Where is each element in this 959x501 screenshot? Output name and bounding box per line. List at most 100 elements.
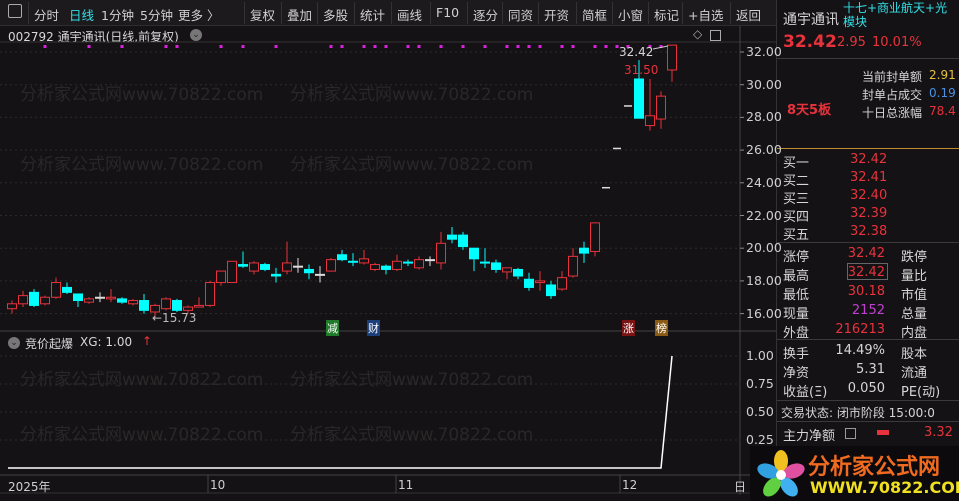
- candle[interactable]: [590, 222, 600, 257]
- candle-body: [172, 300, 182, 311]
- fin-value: 0.050: [847, 381, 885, 396]
- candle[interactable]: [458, 231, 468, 250]
- candle[interactable]: [502, 267, 512, 280]
- tab-fenshi[interactable]: 分时: [34, 8, 60, 23]
- tab-5min[interactable]: 5分钟: [140, 8, 173, 23]
- candle[interactable]: [568, 248, 578, 278]
- candle[interactable]: [403, 259, 413, 267]
- sidebar-toggle-icon[interactable]: [8, 4, 22, 18]
- toolbar-button[interactable]: 标记: [654, 8, 680, 23]
- badge-dragon-list[interactable]: 榜: [655, 320, 668, 336]
- candle[interactable]: [392, 254, 402, 272]
- candle[interactable]: [216, 270, 226, 286]
- candle[interactable]: [84, 297, 94, 304]
- candle[interactable]: [161, 297, 171, 311]
- toolbar-button[interactable]: 开资: [544, 8, 570, 23]
- candle[interactable]: [139, 293, 149, 314]
- candle[interactable]: [645, 78, 655, 131]
- candle[interactable]: [172, 298, 182, 312]
- panel-toggle-icon[interactable]: [710, 30, 721, 41]
- toolbar-button[interactable]: 复权: [250, 8, 276, 23]
- badge-reduce[interactable]: 减: [326, 320, 339, 336]
- signal-dot: [417, 45, 421, 48]
- toolbar-button[interactable]: 同资: [508, 8, 534, 23]
- toolbar-button[interactable]: 简框: [582, 8, 608, 23]
- candle[interactable]: [282, 241, 292, 275]
- candle[interactable]: [238, 251, 248, 268]
- concept-tags[interactable]: 十七+商业航天+光模块: [843, 1, 948, 29]
- candle[interactable]: [381, 264, 391, 275]
- candle[interactable]: [337, 249, 347, 262]
- candle[interactable]: [480, 248, 490, 268]
- candle-body: [557, 277, 567, 290]
- candle[interactable]: [227, 260, 237, 284]
- candle[interactable]: [656, 91, 666, 129]
- toolbar-button[interactable]: 返回: [736, 8, 762, 23]
- candle[interactable]: [359, 249, 369, 265]
- candle[interactable]: [579, 241, 589, 263]
- candle[interactable]: [425, 256, 435, 267]
- candle[interactable]: [304, 264, 314, 280]
- tab-more[interactable]: 更多 〉: [178, 8, 220, 23]
- candle[interactable]: [293, 258, 303, 273]
- candle[interactable]: [18, 290, 28, 308]
- candle[interactable]: [260, 262, 270, 272]
- candle[interactable]: [315, 266, 325, 283]
- candle[interactable]: [40, 295, 50, 306]
- candle[interactable]: [535, 271, 545, 291]
- candle[interactable]: [370, 262, 380, 272]
- candle[interactable]: [117, 297, 127, 304]
- candle[interactable]: [194, 297, 204, 308]
- candle-body: [337, 254, 347, 261]
- tab-daily[interactable]: 日线: [69, 8, 95, 23]
- badge-limit-up[interactable]: 涨: [622, 320, 635, 336]
- candle[interactable]: [7, 300, 17, 314]
- candle[interactable]: [469, 247, 479, 272]
- toolbar-button[interactable]: 多股: [323, 8, 349, 23]
- candle[interactable]: [128, 298, 138, 306]
- candle[interactable]: [513, 267, 523, 280]
- candle[interactable]: [557, 271, 567, 291]
- candle[interactable]: [326, 258, 336, 272]
- candle[interactable]: [183, 305, 193, 314]
- toolbar-button[interactable]: 叠加: [287, 8, 313, 23]
- chevron-down-icon[interactable]: ⌄: [190, 29, 202, 41]
- price-axis-label: 22.00: [746, 207, 782, 223]
- candle[interactable]: [447, 226, 457, 244]
- candle[interactable]: [546, 280, 556, 299]
- candle[interactable]: [51, 277, 61, 299]
- kline-chart[interactable]: [0, 0, 776, 501]
- indicator-axis-label: 0.25: [746, 432, 774, 447]
- candle[interactable]: [348, 253, 358, 267]
- candle[interactable]: [150, 303, 160, 319]
- candle[interactable]: [249, 261, 259, 275]
- indicator-menu-icon[interactable]: ⌄: [8, 337, 20, 349]
- candle-body: [590, 222, 600, 252]
- candle[interactable]: [667, 44, 677, 82]
- toolbar-button[interactable]: 逐分: [473, 8, 499, 23]
- toolbar-button[interactable]: 小窗: [618, 8, 644, 23]
- candle[interactable]: [205, 280, 215, 308]
- candle[interactable]: [106, 289, 116, 303]
- toolbar-button[interactable]: 统计: [360, 8, 386, 23]
- candle[interactable]: [634, 60, 644, 119]
- candle[interactable]: [29, 289, 39, 308]
- main-net-label: 主力净额: [783, 429, 836, 444]
- candle[interactable]: [62, 282, 72, 294]
- badge-finance[interactable]: 财: [367, 320, 380, 336]
- toolbar-button[interactable]: 画线: [397, 8, 423, 23]
- toolbar-button[interactable]: F10: [436, 5, 460, 20]
- diamond-icon[interactable]: ◇: [693, 27, 703, 41]
- candle[interactable]: [95, 292, 105, 303]
- toolbar-button[interactable]: +自选: [688, 8, 724, 23]
- candle[interactable]: [271, 267, 281, 283]
- list-icon[interactable]: [845, 428, 856, 439]
- candle-body: [117, 298, 127, 303]
- candle[interactable]: [491, 259, 501, 273]
- tab-1min[interactable]: 1分钟: [101, 8, 134, 23]
- quote-panel: 通宇通讯 十七+商业航天+光模块 32.42 2.95 10.01% 当前封单额…: [776, 0, 959, 501]
- candle[interactable]: [524, 272, 534, 291]
- candle[interactable]: [73, 293, 83, 308]
- candle[interactable]: [436, 231, 446, 270]
- candle[interactable]: [414, 256, 424, 270]
